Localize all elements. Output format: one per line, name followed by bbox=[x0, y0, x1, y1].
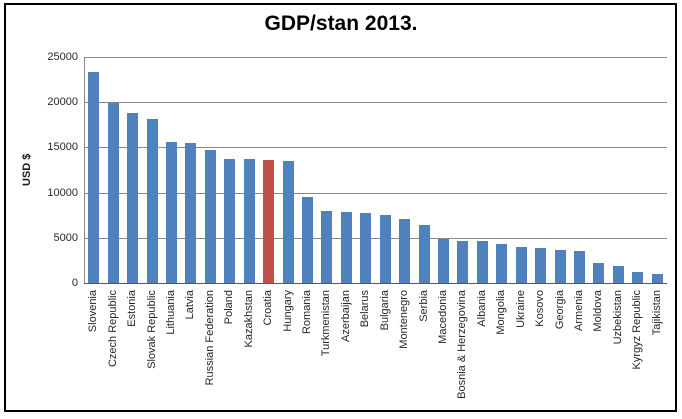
y-axis-title: USD $ bbox=[21, 153, 33, 187]
chart-border bbox=[4, 3, 677, 412]
chart-title: GDP/stan 2013. bbox=[264, 12, 418, 35]
